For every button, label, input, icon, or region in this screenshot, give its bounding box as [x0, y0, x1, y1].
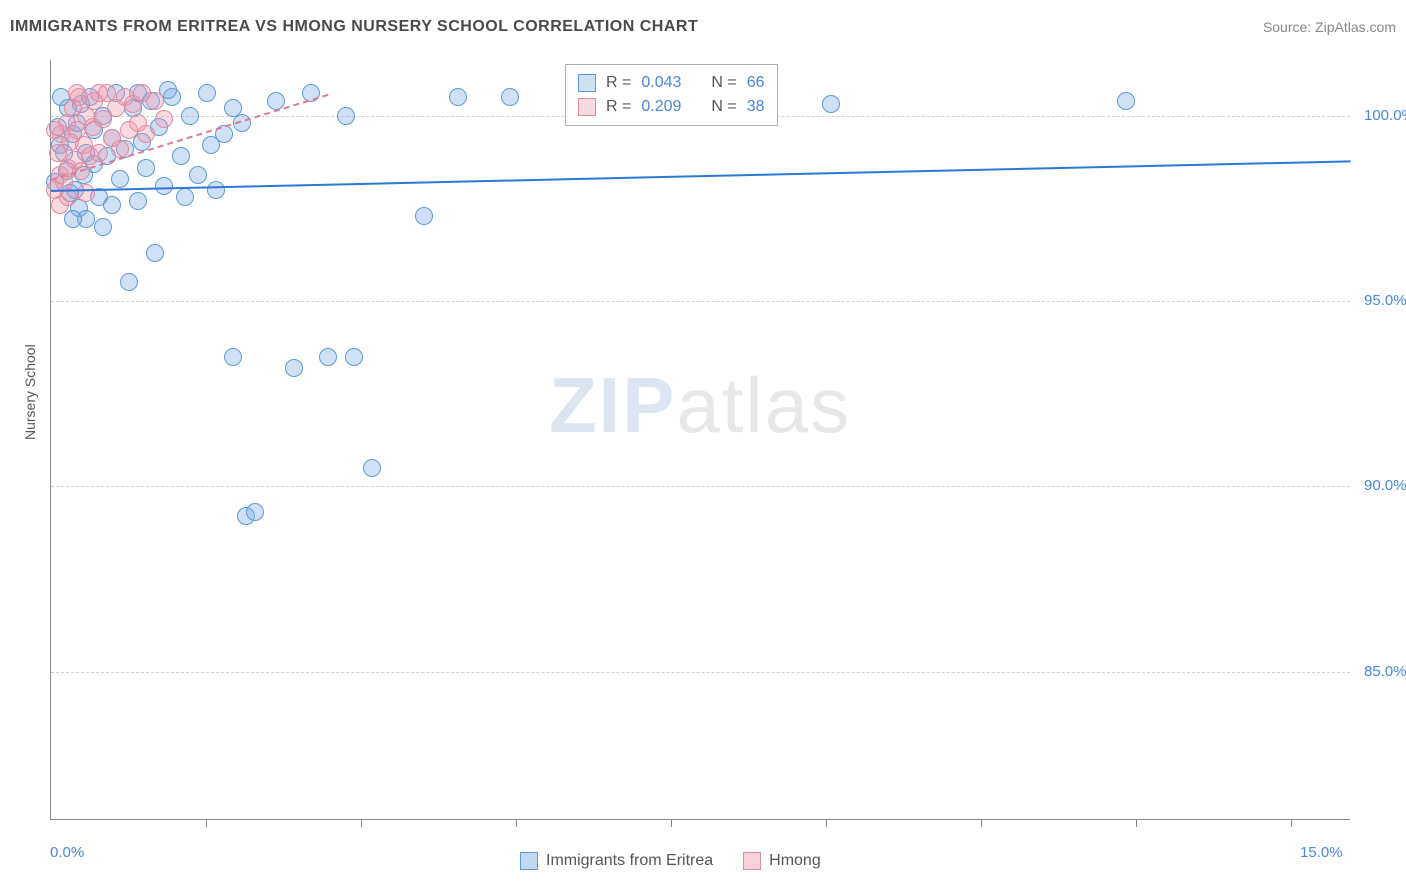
x-tick [1136, 819, 1137, 827]
scatter-point [68, 84, 86, 102]
stats-legend-row: R = 0.043 N = 66 [578, 71, 765, 95]
gridline-horizontal [51, 301, 1350, 302]
trend-line [51, 160, 1351, 192]
legend-label: Immigrants from Eritrea [546, 852, 713, 870]
legend-swatch [743, 852, 761, 870]
scatter-point [64, 210, 82, 228]
scatter-point [246, 503, 264, 521]
stats-n-label: N = [711, 95, 736, 119]
scatter-point [176, 188, 194, 206]
legend-label: Hmong [769, 852, 821, 870]
scatter-point [822, 95, 840, 113]
watermark-atlas: atlas [676, 361, 851, 449]
scatter-point [319, 348, 337, 366]
scatter-point [111, 170, 129, 188]
scatter-point [129, 192, 147, 210]
scatter-point [172, 147, 190, 165]
scatter-point [207, 181, 225, 199]
stats-n-value: 66 [747, 71, 765, 95]
y-tick-label: 95.0% [1364, 292, 1406, 309]
scatter-point [363, 459, 381, 477]
stats-legend: R = 0.043 N = 66 R = 0.209 N = 38 [565, 64, 778, 126]
legend-item: Immigrants from Eritrea [520, 852, 713, 870]
watermark-zip: ZIP [549, 361, 676, 449]
scatter-point [120, 273, 138, 291]
scatter-point [415, 207, 433, 225]
stats-n-label: N = [711, 71, 736, 95]
x-tick-label: 15.0% [1300, 844, 1343, 861]
stats-r-value: 0.209 [641, 95, 681, 119]
legend-swatch [578, 98, 596, 116]
scatter-point [337, 107, 355, 125]
y-tick-label: 85.0% [1364, 663, 1406, 680]
scatter-point [155, 110, 173, 128]
x-tick [206, 819, 207, 827]
scatter-point [181, 107, 199, 125]
series-legend: Immigrants from Eritrea Hmong [520, 852, 821, 870]
scatter-point [137, 125, 155, 143]
watermark: ZIPatlas [549, 360, 851, 451]
gridline-horizontal [51, 486, 1350, 487]
source-prefix: Source: [1263, 19, 1315, 35]
source-attribution: Source: ZipAtlas.com [1263, 19, 1396, 35]
gridline-horizontal [51, 672, 1350, 673]
scatter-point [155, 177, 173, 195]
scatter-point [345, 348, 363, 366]
stats-n-value: 38 [747, 95, 765, 119]
scatter-point [90, 84, 108, 102]
scatter-point [449, 88, 467, 106]
scatter-point [189, 166, 207, 184]
scatter-point [146, 92, 164, 110]
stats-r-value: 0.043 [641, 71, 681, 95]
legend-item: Hmong [743, 852, 821, 870]
stats-legend-row: R = 0.209 N = 38 [578, 95, 765, 119]
scatter-point [94, 218, 112, 236]
stats-r-label: R = [606, 71, 631, 95]
scatter-point [90, 144, 108, 162]
x-tick [826, 819, 827, 827]
plot-area: ZIPatlas [50, 60, 1350, 820]
scatter-point [137, 159, 155, 177]
scatter-point [46, 121, 64, 139]
x-tick [361, 819, 362, 827]
scatter-point [146, 244, 164, 262]
x-tick-label: 0.0% [50, 844, 84, 861]
chart-title: IMMIGRANTS FROM ERITREA VS HMONG NURSERY… [10, 18, 698, 36]
y-tick-label: 100.0% [1364, 107, 1406, 124]
x-tick [671, 819, 672, 827]
header: IMMIGRANTS FROM ERITREA VS HMONG NURSERY… [10, 18, 1396, 36]
scatter-point [1117, 92, 1135, 110]
stats-r-label: R = [606, 95, 631, 119]
x-tick [981, 819, 982, 827]
scatter-point [501, 88, 519, 106]
legend-swatch [578, 74, 596, 92]
scatter-point [285, 359, 303, 377]
y-axis-label: Nursery School [22, 344, 38, 440]
source-name: ZipAtlas.com [1315, 19, 1396, 35]
scatter-point [77, 184, 95, 202]
legend-swatch [520, 852, 538, 870]
scatter-point [224, 348, 242, 366]
y-tick-label: 90.0% [1364, 477, 1406, 494]
scatter-point [198, 84, 216, 102]
x-tick [516, 819, 517, 827]
x-tick [1291, 819, 1292, 827]
scatter-point [103, 196, 121, 214]
